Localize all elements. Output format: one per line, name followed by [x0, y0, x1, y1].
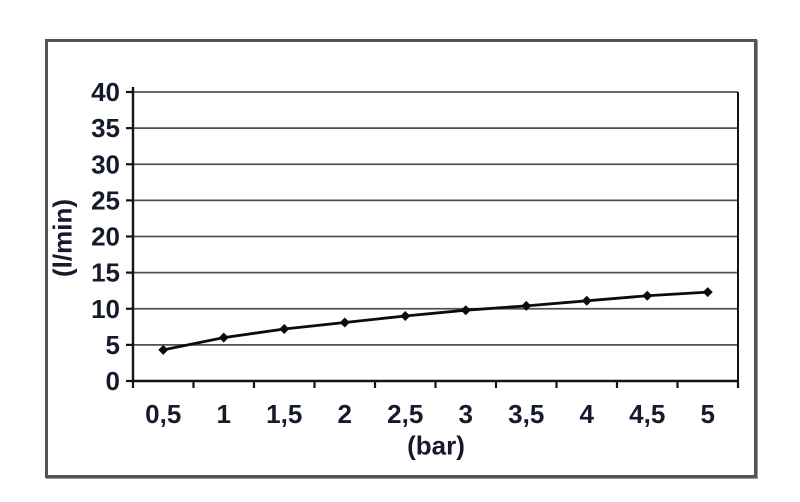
data-point-marker — [642, 290, 653, 301]
data-point-marker — [460, 305, 471, 316]
data-point-marker — [279, 323, 290, 334]
data-point-marker — [521, 300, 532, 311]
data-point-marker — [218, 332, 229, 343]
x-tick-label: 5 — [701, 399, 715, 429]
x-tick-label: 1,5 — [266, 399, 302, 429]
y-axis-title: (l/min) — [47, 199, 78, 277]
chart-frame — [45, 39, 757, 478]
x-axis-title: (bar) — [407, 430, 465, 461]
y-tick-label: 20 — [91, 222, 120, 252]
data-point-marker — [581, 295, 592, 306]
y-tick-label: 0 — [106, 366, 120, 396]
x-tick-label: 3,5 — [508, 399, 544, 429]
x-tick-label: 2 — [338, 399, 352, 429]
y-tick-label: 10 — [91, 294, 120, 324]
data-point-marker — [702, 287, 713, 298]
data-point-marker — [400, 310, 411, 321]
y-tick-label: 40 — [91, 77, 120, 107]
y-tick-label: 35 — [91, 113, 120, 143]
x-tick-label: 4,5 — [629, 399, 665, 429]
data-point-marker — [339, 317, 350, 328]
series-line — [162, 290, 708, 352]
y-tick-label: 25 — [91, 185, 120, 215]
x-tick-label: 1 — [217, 399, 231, 429]
data-point-marker — [158, 344, 169, 355]
y-tick-label: 30 — [91, 149, 120, 179]
x-tick-label: 2,5 — [387, 399, 423, 429]
x-tick-label: 0,5 — [145, 399, 181, 429]
x-tick-label: 4 — [580, 399, 595, 429]
y-tick-label: 5 — [106, 330, 120, 360]
y-tick-label: 15 — [91, 258, 120, 288]
x-tick-label: 3 — [459, 399, 473, 429]
